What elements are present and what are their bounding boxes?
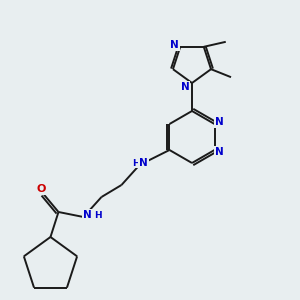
Text: N: N <box>139 158 148 168</box>
Text: N: N <box>215 117 224 127</box>
Text: H: H <box>94 211 101 220</box>
Text: H: H <box>132 158 139 167</box>
Text: O: O <box>37 184 46 194</box>
Text: N: N <box>181 82 189 92</box>
Text: N: N <box>215 147 224 157</box>
Text: N: N <box>170 40 178 50</box>
Text: N: N <box>83 210 92 220</box>
